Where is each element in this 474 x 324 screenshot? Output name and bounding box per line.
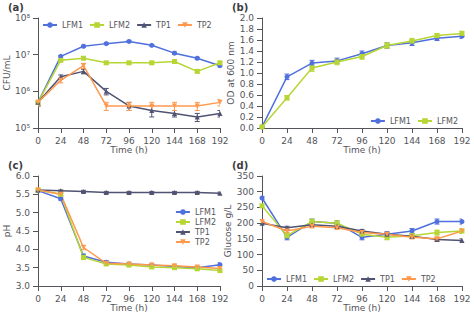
svg-text:TP1: TP1: [379, 275, 395, 284]
svg-text:Time (h): Time (h): [342, 145, 381, 155]
svg-text:1.2: 1.2: [240, 57, 254, 67]
svg-text:1.8: 1.8: [240, 24, 255, 34]
svg-text:96: 96: [123, 136, 135, 146]
svg-text:144: 144: [403, 136, 420, 146]
svg-text:96: 96: [123, 294, 135, 304]
svg-text:5.0: 5.0: [16, 208, 31, 218]
svg-text:OD at 600 nm: OD at 600 nm: [226, 41, 236, 104]
svg-text:Glucose g/L: Glucose g/L: [223, 205, 233, 257]
svg-text:0.4: 0.4: [240, 101, 255, 111]
svg-text:100: 100: [237, 250, 254, 260]
svg-text:120: 120: [143, 294, 160, 304]
svg-text:3.5: 3.5: [16, 263, 30, 273]
svg-text:Time (h): Time (h): [342, 303, 381, 313]
svg-text:0.2: 0.2: [240, 112, 254, 122]
svg-text:150: 150: [237, 234, 254, 244]
svg-text:168: 168: [428, 136, 445, 146]
svg-text:4.5: 4.5: [16, 226, 30, 236]
svg-text:24: 24: [55, 136, 67, 146]
svg-text:72: 72: [331, 294, 342, 304]
svg-text:0: 0: [248, 281, 254, 291]
svg-text:4.0: 4.0: [16, 244, 31, 254]
svg-text:144: 144: [403, 294, 420, 304]
svg-text:6.0: 6.0: [16, 171, 31, 181]
svg-text:350: 350: [237, 171, 254, 181]
svg-text:LFM2: LFM2: [195, 218, 216, 227]
svg-text:LFM1: LFM1: [62, 21, 83, 30]
svg-text:192: 192: [453, 136, 470, 146]
svg-text:pH: pH: [2, 225, 12, 237]
svg-text:0: 0: [259, 294, 265, 304]
svg-text:Time (h): Time (h): [109, 303, 148, 313]
svg-text:168: 168: [189, 294, 206, 304]
svg-text:24: 24: [281, 294, 293, 304]
svg-text:48: 48: [306, 136, 318, 146]
svg-text:192: 192: [211, 136, 228, 146]
svg-text:144: 144: [166, 136, 183, 146]
svg-text:48: 48: [306, 294, 318, 304]
svg-text:10⁶: 10⁶: [15, 86, 30, 96]
svg-text:(d): (d): [232, 160, 248, 171]
svg-text:192: 192: [211, 294, 228, 304]
svg-text:250: 250: [237, 202, 254, 212]
svg-text:10⁸: 10⁸: [15, 13, 30, 23]
svg-text:(b): (b): [232, 2, 248, 13]
svg-text:96: 96: [356, 136, 368, 146]
svg-text:0: 0: [35, 136, 41, 146]
svg-text:168: 168: [428, 294, 445, 304]
svg-text:(a): (a): [8, 2, 24, 13]
svg-text:1.6: 1.6: [240, 35, 255, 45]
svg-text:96: 96: [356, 294, 368, 304]
svg-text:LFM1: LFM1: [390, 117, 411, 126]
svg-text:LFM2: LFM2: [109, 21, 130, 30]
svg-text:LFM2: LFM2: [437, 117, 458, 126]
svg-text:24: 24: [55, 294, 67, 304]
svg-text:TP2: TP2: [420, 275, 436, 284]
svg-text:5.5: 5.5: [16, 189, 30, 199]
svg-text:10⁵: 10⁵: [15, 123, 30, 133]
svg-text:168: 168: [189, 136, 206, 146]
svg-text:72: 72: [331, 136, 342, 146]
svg-text:TP2: TP2: [196, 21, 212, 30]
svg-text:1.0: 1.0: [240, 68, 255, 78]
svg-text:3.0: 3.0: [16, 281, 31, 291]
svg-text:LFM1: LFM1: [195, 208, 216, 217]
svg-text:72: 72: [101, 294, 112, 304]
svg-text:LFM1: LFM1: [286, 275, 307, 284]
svg-text:LFM2: LFM2: [333, 275, 354, 284]
svg-text:120: 120: [143, 136, 160, 146]
svg-text:0.8: 0.8: [240, 79, 255, 89]
svg-text:CFU/mL: CFU/mL: [2, 56, 12, 91]
svg-text:(c): (c): [8, 160, 23, 171]
svg-text:144: 144: [166, 294, 183, 304]
svg-text:0: 0: [35, 294, 41, 304]
svg-text:0.0: 0.0: [240, 123, 255, 133]
svg-text:300: 300: [237, 187, 254, 197]
svg-text:48: 48: [78, 294, 90, 304]
svg-text:120: 120: [378, 136, 395, 146]
svg-text:0.6: 0.6: [240, 90, 255, 100]
svg-text:72: 72: [101, 136, 112, 146]
svg-text:1.4: 1.4: [240, 46, 255, 56]
svg-text:10⁷: 10⁷: [15, 50, 30, 60]
svg-text:TP2: TP2: [194, 238, 210, 247]
svg-text:24: 24: [281, 136, 293, 146]
svg-text:120: 120: [378, 294, 395, 304]
svg-text:0: 0: [259, 136, 265, 146]
svg-text:TP1: TP1: [155, 21, 171, 30]
svg-text:48: 48: [78, 136, 90, 146]
svg-text:200: 200: [237, 218, 254, 228]
svg-text:2.0: 2.0: [240, 13, 255, 23]
svg-text:192: 192: [453, 294, 470, 304]
svg-text:50: 50: [243, 265, 255, 275]
svg-text:Time (h): Time (h): [109, 145, 148, 155]
svg-text:TP1: TP1: [194, 228, 210, 237]
